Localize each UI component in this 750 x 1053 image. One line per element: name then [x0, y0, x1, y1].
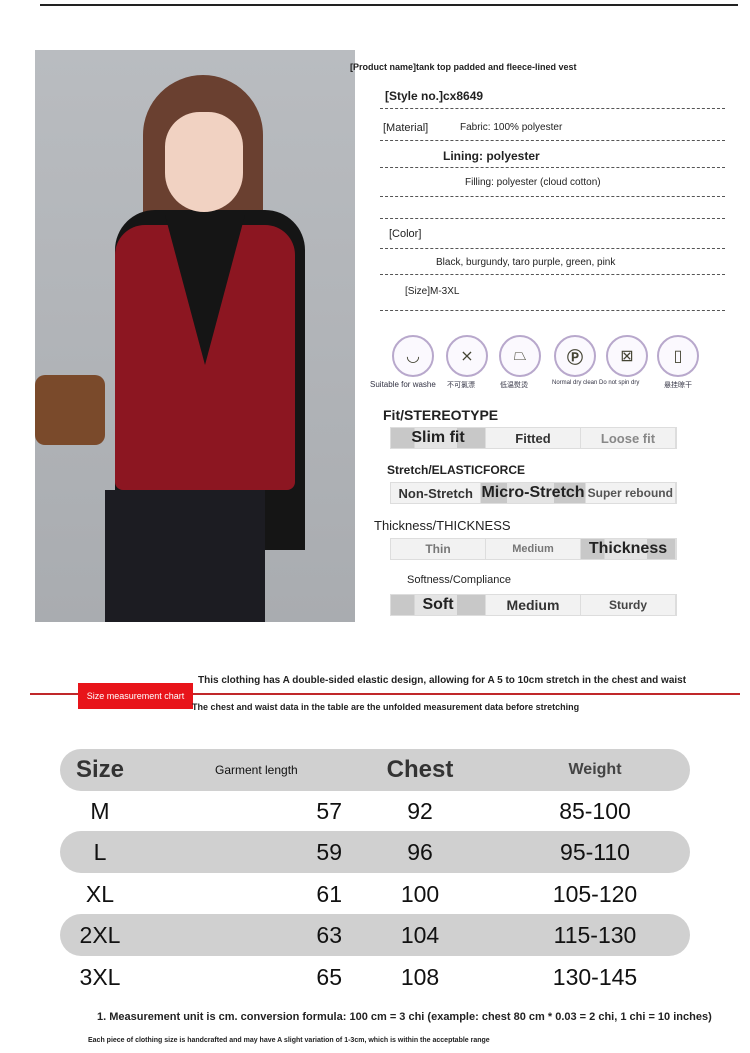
- care-label: Normal dry clean Do not spin dry: [552, 380, 640, 386]
- footnote-conversion: 1. Measurement unit is cm. conversion fo…: [97, 1011, 712, 1023]
- model-face: [165, 112, 243, 212]
- cell-weight: 95-110: [560, 838, 630, 865]
- divider: [380, 248, 725, 249]
- model-pants: [105, 490, 265, 622]
- care-label: 悬挂晾干: [664, 382, 692, 389]
- softness-option: Medium: [486, 595, 581, 615]
- thickness-option: Thickness: [581, 539, 676, 559]
- table-row: L 59 96 95-110: [60, 831, 690, 873]
- thickness-scale: Thin Medium Thickness: [390, 538, 677, 560]
- divider: [380, 140, 725, 141]
- model-handbag: [35, 375, 105, 445]
- divider: [380, 167, 725, 168]
- softness-title: Softness/Compliance: [407, 574, 511, 586]
- table-row: XL 61 100 105-120: [60, 873, 690, 915]
- measurement-note: The chest and waist data in the table ar…: [192, 702, 580, 712]
- cell-chest: 96: [407, 838, 433, 865]
- color-options: Black, burgundy, taro purple, green, pin…: [436, 257, 616, 268]
- cell-weight: 115-130: [553, 921, 637, 948]
- divider: [380, 108, 725, 109]
- cell-size: 3XL: [79, 963, 121, 990]
- cell-size: 2XL: [79, 921, 121, 948]
- cell-chest: 100: [400, 880, 440, 907]
- stretch-option: Micro-Stretch: [481, 483, 586, 503]
- product-photo: [35, 50, 355, 622]
- stretch-title: Stretch/ELASTICFORCE: [387, 463, 526, 477]
- fit-scale: Slim fit Fitted Loose fit: [390, 427, 677, 449]
- divider: [380, 310, 725, 311]
- no-tumble-dry-icon: ⊠: [606, 335, 648, 377]
- cell-length: 61: [316, 880, 342, 907]
- size-range: [Size]M-3XL: [405, 286, 460, 297]
- softness-scale: Soft Medium Sturdy: [390, 594, 677, 616]
- fabric: Fabric: 100% polyester: [460, 122, 563, 133]
- divider: [380, 196, 725, 197]
- cell-size: M: [90, 797, 110, 824]
- divider: [380, 218, 725, 219]
- wash-30-icon: ◡: [392, 335, 434, 377]
- style-no: [Style no.]cx8649: [385, 89, 484, 103]
- stretch-note: This clothing has A double-sided elastic…: [198, 675, 687, 686]
- cell-length: 57: [316, 797, 342, 824]
- softness-option: Soft: [391, 595, 486, 615]
- care-label: Suitable for washe: [370, 380, 436, 389]
- cell-length: 65: [316, 963, 342, 990]
- cell-weight: 130-145: [552, 963, 638, 990]
- header-chest: Chest: [386, 756, 454, 783]
- fit-option: Slim fit: [391, 428, 486, 448]
- lining: Lining: polyester: [443, 149, 540, 163]
- stretch-option: Super rebound: [586, 483, 676, 503]
- table-row: M 57 92 85-100: [60, 790, 690, 832]
- color-label: [Color]: [389, 228, 422, 240]
- fit-option: Loose fit: [581, 428, 676, 448]
- header-size: Size: [75, 756, 125, 783]
- cell-chest: 104: [400, 921, 440, 948]
- cell-length: 59: [316, 838, 342, 865]
- fit-title: Fit/STEREOTYPE: [383, 407, 499, 423]
- stretch-option: Non-Stretch: [391, 483, 482, 503]
- table-row: 2XL 63 104 115-130: [60, 914, 690, 956]
- fit-option: Fitted: [486, 428, 581, 448]
- stretch-scale: Non-Stretch Micro-Stretch Super rebound: [390, 482, 677, 504]
- cell-length: 63: [316, 921, 342, 948]
- size-chart-tag: Size measurement chart: [78, 683, 193, 709]
- dry-clean-p-icon: Ⓟ: [554, 335, 596, 377]
- top-divider: [40, 4, 738, 6]
- cell-size: XL: [85, 880, 115, 907]
- cell-weight: 85-100: [559, 797, 631, 824]
- header-weight: Weight: [568, 761, 622, 778]
- care-label: 低温熨烫: [500, 382, 528, 389]
- filling: Filling: polyester (cloud cotton): [465, 177, 601, 188]
- cell-size: L: [93, 838, 107, 865]
- care-label: 不可氯漂: [447, 382, 475, 389]
- thickness-title: Thickness/THICKNESS: [374, 518, 511, 533]
- divider: [380, 274, 725, 275]
- cell-chest: 108: [400, 963, 440, 990]
- low-iron-icon: ⏢: [499, 335, 541, 377]
- cell-weight: 105-120: [552, 880, 638, 907]
- hang-dry-icon: ▯: [657, 335, 699, 377]
- header-length: Garment length: [215, 763, 298, 777]
- material-label: [Material]: [383, 122, 429, 134]
- cell-chest: 92: [407, 797, 433, 824]
- thickness-option: Thin: [391, 539, 486, 559]
- red-divider: [30, 693, 740, 695]
- table-row: 3XL 65 108 130-145: [60, 956, 690, 998]
- no-bleach-icon: ⨯: [446, 335, 488, 377]
- thickness-option: Medium: [486, 539, 581, 559]
- softness-option: Sturdy: [581, 595, 676, 615]
- product-name: [Product name]tank top padded and fleece…: [350, 62, 577, 72]
- table-header: Size Garment length Chest Weight: [60, 749, 690, 791]
- footnote-variation: Each piece of clothing size is handcraft…: [88, 1037, 490, 1044]
